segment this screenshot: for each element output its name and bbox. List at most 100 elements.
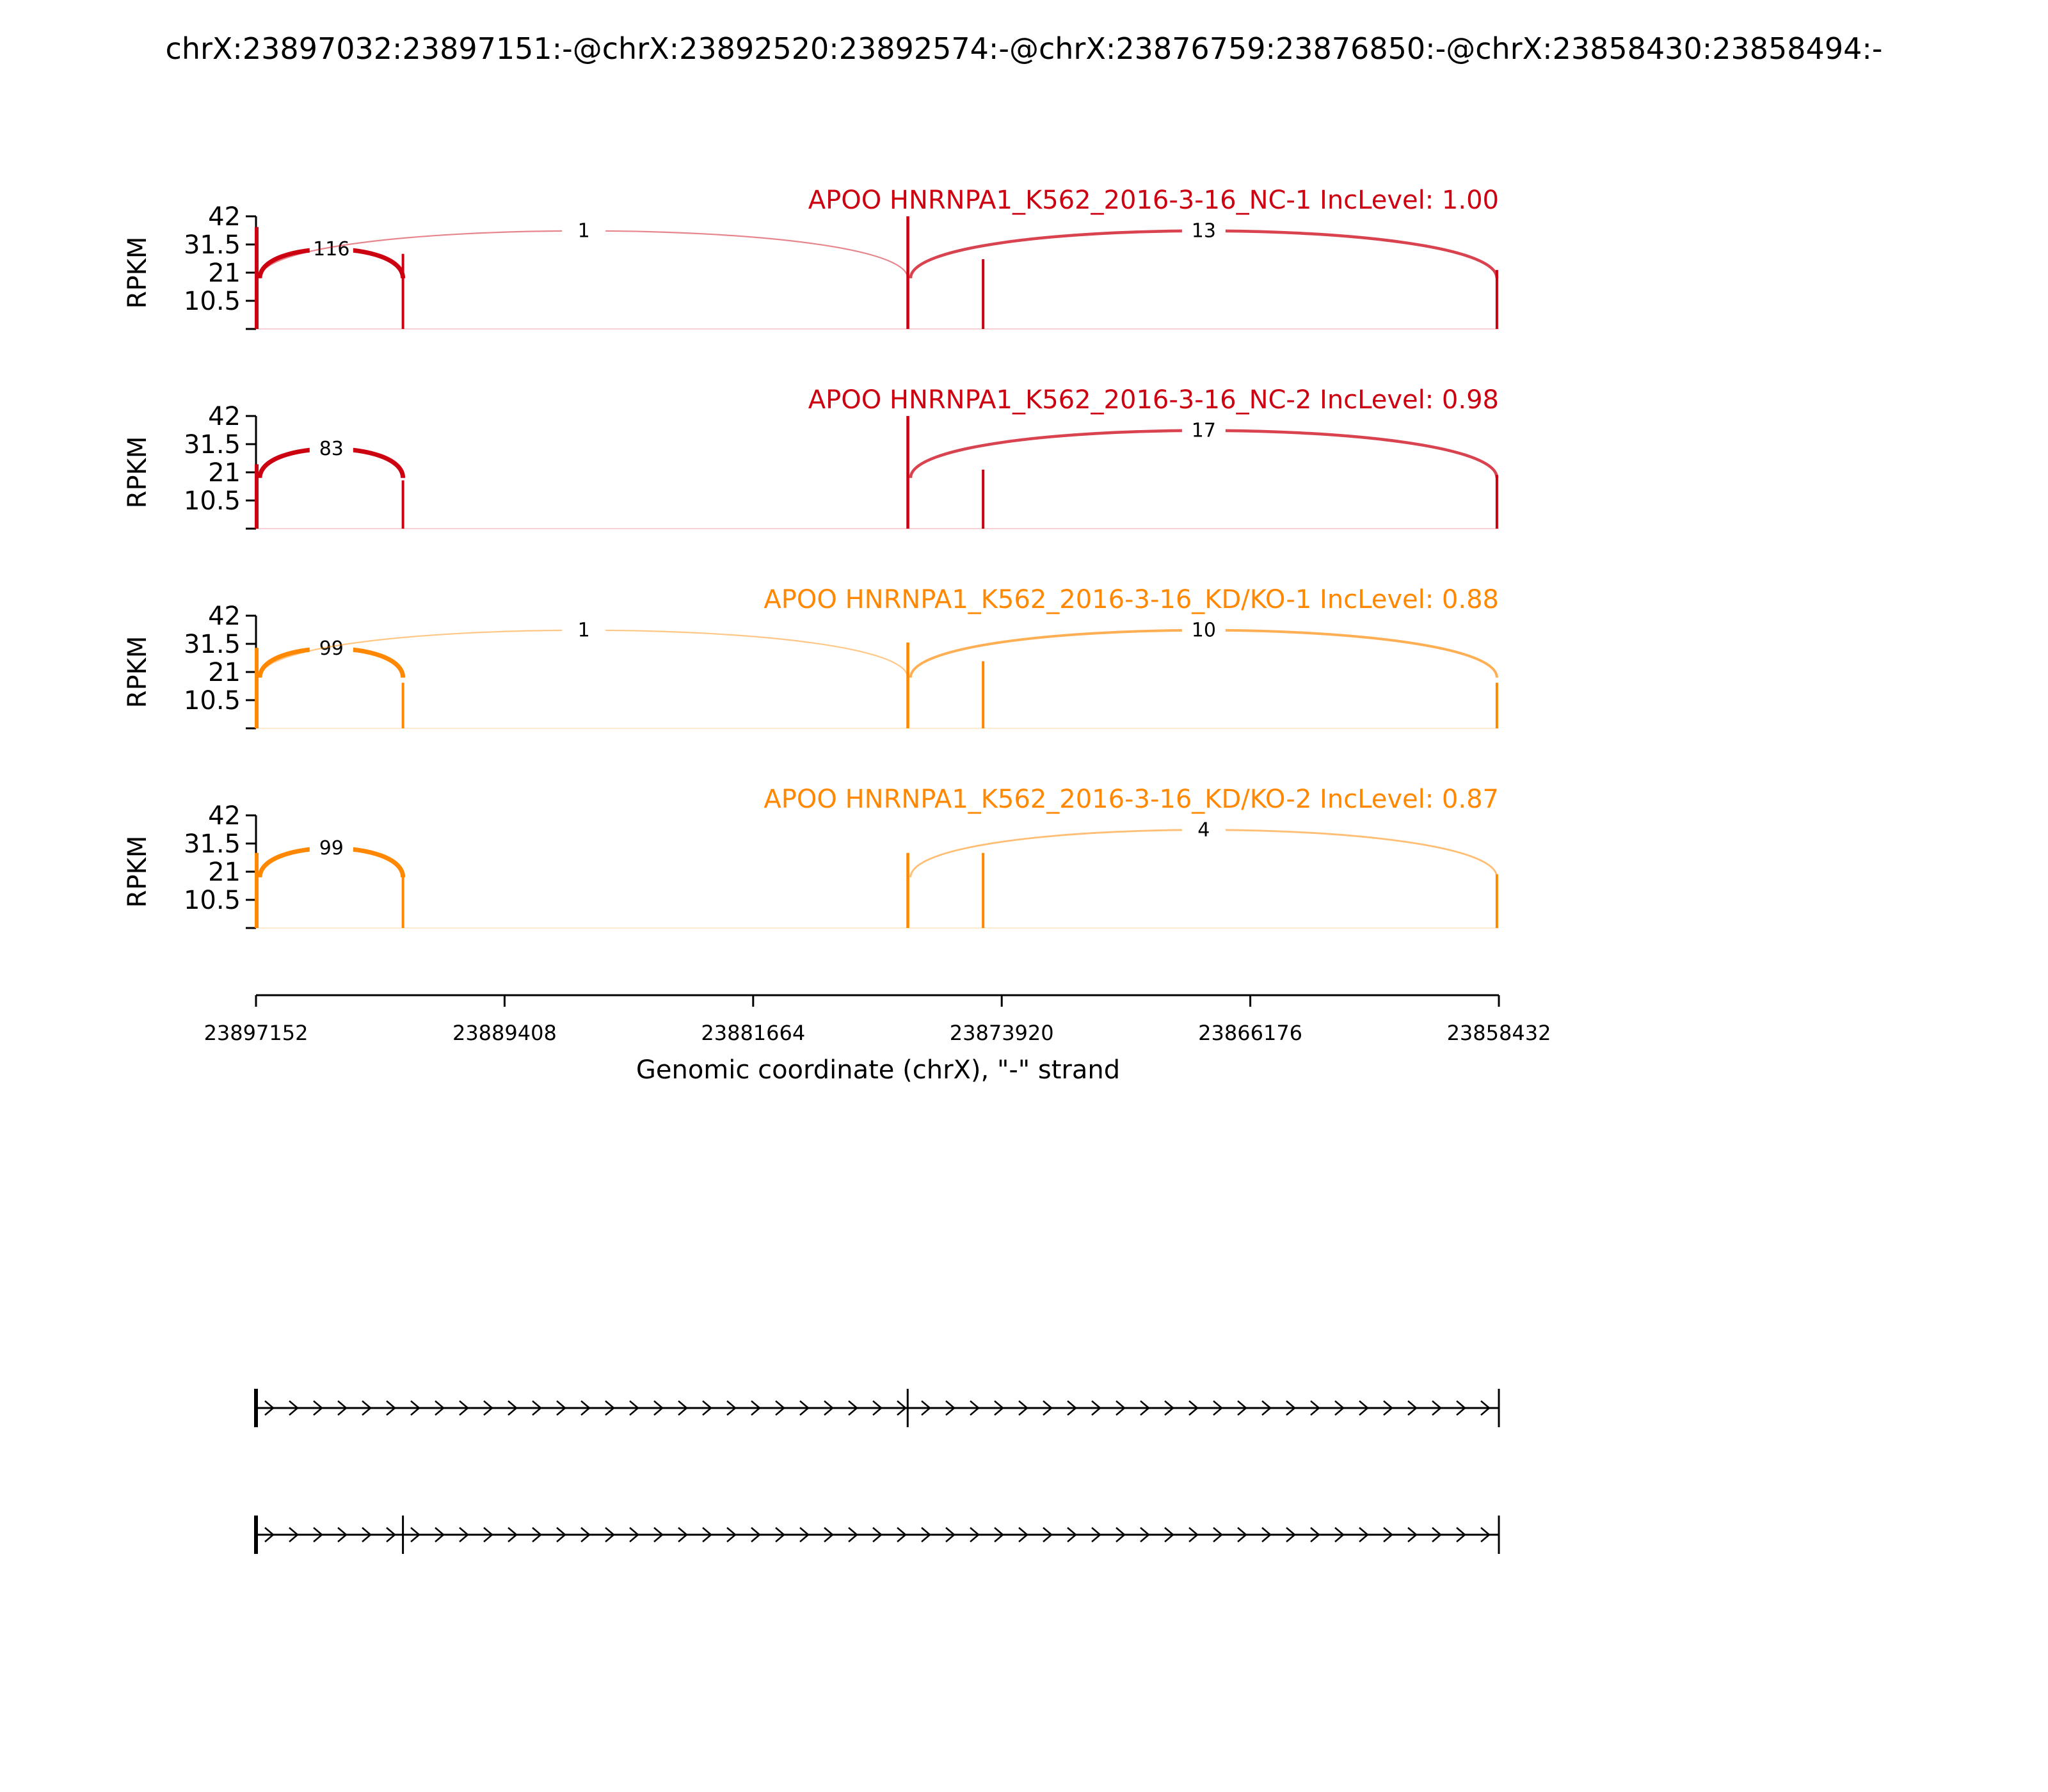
strand-arrow [313, 1400, 323, 1416]
strand-arrow [1407, 1527, 1418, 1542]
y-axis-label: RPKM [123, 237, 152, 309]
junction-count-label: 99 [319, 637, 344, 660]
exon-coverage-bar [1495, 682, 1498, 728]
strand-arrow [1310, 1527, 1320, 1542]
strand-arrow [848, 1527, 858, 1542]
strand-arrow [1261, 1527, 1272, 1542]
junction-count-bg [309, 235, 353, 261]
strand-arrow [556, 1400, 566, 1416]
junction-count-bg [562, 216, 606, 243]
strand-arrow [1480, 1400, 1491, 1416]
y-tick-label: 21 [208, 458, 241, 488]
exon-coverage-bar [982, 259, 985, 329]
strand-arrow [508, 1527, 518, 1542]
strand-arrow [459, 1527, 469, 1542]
strand-arrow [1188, 1400, 1199, 1416]
strand-arrow [264, 1400, 275, 1416]
chart-title: chrX:23897032:23897151:-@chrX:23892520:2… [166, 31, 1883, 66]
y-tick-label: 42 [208, 801, 241, 831]
y-axis-label: RPKM [123, 436, 152, 509]
track-4: APOO HNRNPA1_K562_2016-3-16_KD/KO-2 IncL… [123, 785, 1499, 929]
strand-arrow [678, 1527, 688, 1542]
y-tick-label: 42 [208, 402, 241, 431]
exon-coverage-bar [906, 852, 909, 928]
strand-arrow [1067, 1400, 1077, 1416]
strand-arrow [799, 1400, 810, 1416]
strand-arrow [897, 1400, 907, 1416]
strand-arrow [945, 1527, 956, 1542]
strand-arrow [1456, 1527, 1466, 1542]
strand-arrow [1213, 1527, 1223, 1542]
strand-arrow [751, 1527, 761, 1542]
strand-arrow [775, 1400, 785, 1416]
strand-arrow [410, 1527, 420, 1542]
exon-coverage-bar [1495, 874, 1498, 928]
exon-coverage-bar [982, 661, 985, 728]
strand-arrow [1310, 1400, 1320, 1416]
strand-arrow [459, 1400, 469, 1416]
strand-arrow [848, 1400, 858, 1416]
strand-arrow [702, 1527, 712, 1542]
strand-arrow [1334, 1400, 1345, 1416]
strand-arrow [1383, 1400, 1393, 1416]
junction-count-label: 99 [319, 837, 344, 860]
junction-count-bg [1181, 815, 1226, 842]
strand-arrow [1164, 1400, 1174, 1416]
strand-arrow [702, 1400, 712, 1416]
strand-arrow [1164, 1527, 1174, 1542]
strand-arrow [1067, 1527, 1077, 1542]
junction-count-bg [309, 634, 353, 660]
strand-arrow [508, 1400, 518, 1416]
exon-coverage-bar [255, 227, 259, 329]
y-tick-label: 10.5 [184, 686, 241, 716]
strand-arrow [1286, 1400, 1296, 1416]
exon-coverage-bar [982, 852, 985, 928]
strand-arrow [264, 1527, 275, 1542]
x-tick-label: 23889408 [452, 1021, 557, 1045]
y-tick-label: 21 [208, 858, 241, 887]
strand-arrow [921, 1400, 931, 1416]
exon-coverage-bar [1495, 475, 1498, 529]
strand-arrow [386, 1527, 396, 1542]
junction-count-label: 4 [1197, 819, 1210, 842]
strand-arrow [726, 1527, 737, 1542]
strand-arrow [1456, 1400, 1466, 1416]
strand-arrow [605, 1527, 615, 1542]
strand-arrow [824, 1400, 834, 1416]
strand-arrow [1018, 1527, 1028, 1542]
strand-arrow [362, 1527, 372, 1542]
strand-arrow [1091, 1527, 1101, 1542]
x-axis-title: Genomic coordinate (chrX), "-" strand [636, 1055, 1120, 1085]
y-tick-label: 21 [208, 259, 241, 288]
strand-arrow [1480, 1527, 1491, 1542]
y-tick-label: 31.5 [184, 430, 241, 460]
track-label: APOO HNRNPA1_K562_2016-3-16_KD/KO-1 IncL… [764, 585, 1499, 614]
strand-arrow [1432, 1527, 1442, 1542]
strand-arrow [1140, 1400, 1150, 1416]
strand-arrow [653, 1400, 664, 1416]
strand-arrow [872, 1527, 883, 1542]
strand-arrow [1432, 1400, 1442, 1416]
y-axis-label: RPKM [123, 836, 152, 908]
x-tick-label: 23858432 [1447, 1021, 1551, 1045]
strand-arrow [994, 1400, 1004, 1416]
strand-arrow [1213, 1400, 1223, 1416]
y-tick-label: 10.5 [184, 886, 241, 915]
isoform-1 [254, 1389, 1500, 1427]
strand-arrow [556, 1527, 566, 1542]
strand-arrow [824, 1527, 834, 1542]
y-tick-label: 10.5 [184, 287, 241, 316]
y-tick-label: 21 [208, 658, 241, 687]
strand-arrow [289, 1400, 299, 1416]
strand-arrow [775, 1527, 785, 1542]
strand-arrow [1140, 1527, 1150, 1542]
x-tick-label: 23881664 [701, 1021, 805, 1045]
isoform-structures [254, 1389, 1500, 1554]
strand-arrow [532, 1400, 542, 1416]
isoform-2 [254, 1516, 1500, 1554]
strand-arrow [1359, 1400, 1369, 1416]
exon-coverage-bar [401, 253, 404, 329]
strand-arrow [337, 1527, 348, 1542]
strand-arrow [1359, 1527, 1369, 1542]
